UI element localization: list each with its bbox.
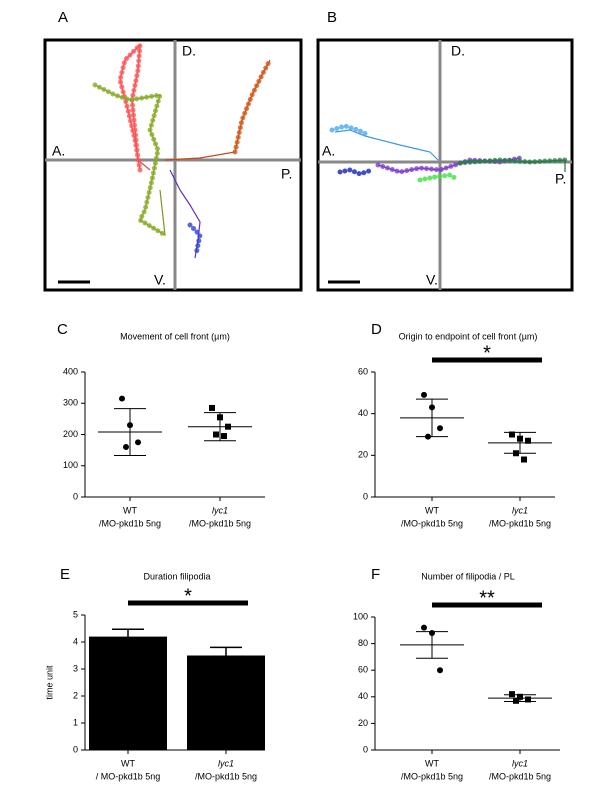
chart-title: Number of filipodia / PL (421, 571, 515, 581)
x-tick-label: WT (425, 505, 439, 515)
y-axis-label: time unit (44, 665, 54, 700)
panel-letter: D (371, 321, 382, 338)
data-point (421, 391, 427, 398)
x-tick-sublabel: /MO-pkd1b 5ng (189, 518, 251, 528)
y-tick-label: 300 (63, 398, 78, 408)
panel-letter: B (327, 9, 337, 26)
data-point (135, 439, 141, 446)
chart-title: Origin to endpoint of cell front (µm) (399, 331, 538, 341)
y-tick-label: 40 (358, 408, 368, 418)
chart-title: Duration filipodia (143, 571, 210, 581)
direction-label: D. (182, 43, 196, 59)
data-point (421, 624, 427, 631)
x-tick-sublabel: /MO-pkd1b 5ng (401, 771, 463, 781)
x-tick-sublabel: /MO-pkd1b 5ng (401, 518, 463, 528)
data-point (119, 395, 125, 402)
direction-label: V. (154, 272, 166, 288)
y-tick-label: 20 (358, 718, 368, 728)
y-tick-label: 0 (363, 491, 368, 501)
x-tick-label: lyc1 (512, 505, 528, 515)
direction-label: V. (426, 272, 438, 288)
data-point (521, 456, 527, 463)
x-tick-sublabel: /MO-pkd1b 5ng (489, 518, 551, 528)
direction-label: A. (322, 143, 335, 159)
bar (89, 636, 167, 750)
y-tick-label: 80 (358, 638, 368, 648)
y-tick-label: 0 (73, 491, 78, 501)
data-point (513, 697, 519, 704)
x-tick-sublabel: /MO-pkd1b 5ng (195, 771, 257, 781)
data-point (221, 433, 227, 440)
x-tick-label: lyc1 (512, 758, 528, 768)
y-tick-label: 0 (363, 744, 368, 754)
trace-image-b (316, 38, 574, 292)
direction-label: P. (555, 171, 566, 187)
y-tick-label: 40 (358, 691, 368, 701)
panel-letter: A (58, 9, 68, 26)
y-tick-label: 5 (73, 609, 78, 619)
data-point (509, 691, 515, 698)
y-tick-label: 20 (358, 450, 368, 460)
bar (187, 655, 265, 750)
y-tick-label: 1 (73, 717, 78, 727)
x-tick-label: WT (123, 505, 137, 515)
data-point (437, 425, 443, 432)
y-tick-label: 100 (63, 460, 78, 470)
data-point (209, 404, 215, 411)
data-point (525, 696, 531, 703)
data-point (213, 431, 219, 438)
panel-letter: F (371, 566, 380, 583)
y-tick-label: 100 (353, 611, 368, 621)
y-tick-label: 60 (358, 665, 368, 675)
direction-label: D. (451, 43, 465, 59)
x-tick-label: lyc1 (218, 758, 234, 768)
direction-label: A. (52, 143, 65, 159)
x-tick-sublabel: /MO-pkd1b 5ng (99, 518, 161, 528)
y-tick-label: 3 (73, 663, 78, 673)
trace-image-a (43, 38, 303, 292)
x-tick-sublabel: /MO-pkd1b 5ng (489, 771, 551, 781)
data-point (437, 667, 443, 674)
x-tick-label: WT (121, 758, 135, 768)
significance-label: * (483, 342, 491, 364)
panel-letter: C (57, 321, 68, 338)
y-tick-label: 0 (73, 744, 78, 754)
panel-letter: E (60, 566, 70, 583)
x-tick-label: WT (425, 758, 439, 768)
direction-label: P. (281, 166, 292, 182)
y-tick-label: 2 (73, 690, 78, 700)
y-tick-label: 4 (73, 636, 78, 646)
chart-title: Movement of cell front (µm) (120, 331, 230, 341)
y-tick-label: 200 (63, 429, 78, 439)
y-tick-label: 400 (63, 366, 78, 376)
data-point (509, 431, 515, 438)
significance-label: * (184, 585, 192, 607)
significance-label: ** (479, 587, 495, 609)
x-tick-label: lyc1 (212, 505, 228, 515)
data-point (525, 437, 531, 444)
data-point (123, 444, 129, 450)
x-tick-sublabel: / MO-pkd1b 5ng (96, 771, 161, 781)
y-tick-label: 60 (358, 366, 368, 376)
